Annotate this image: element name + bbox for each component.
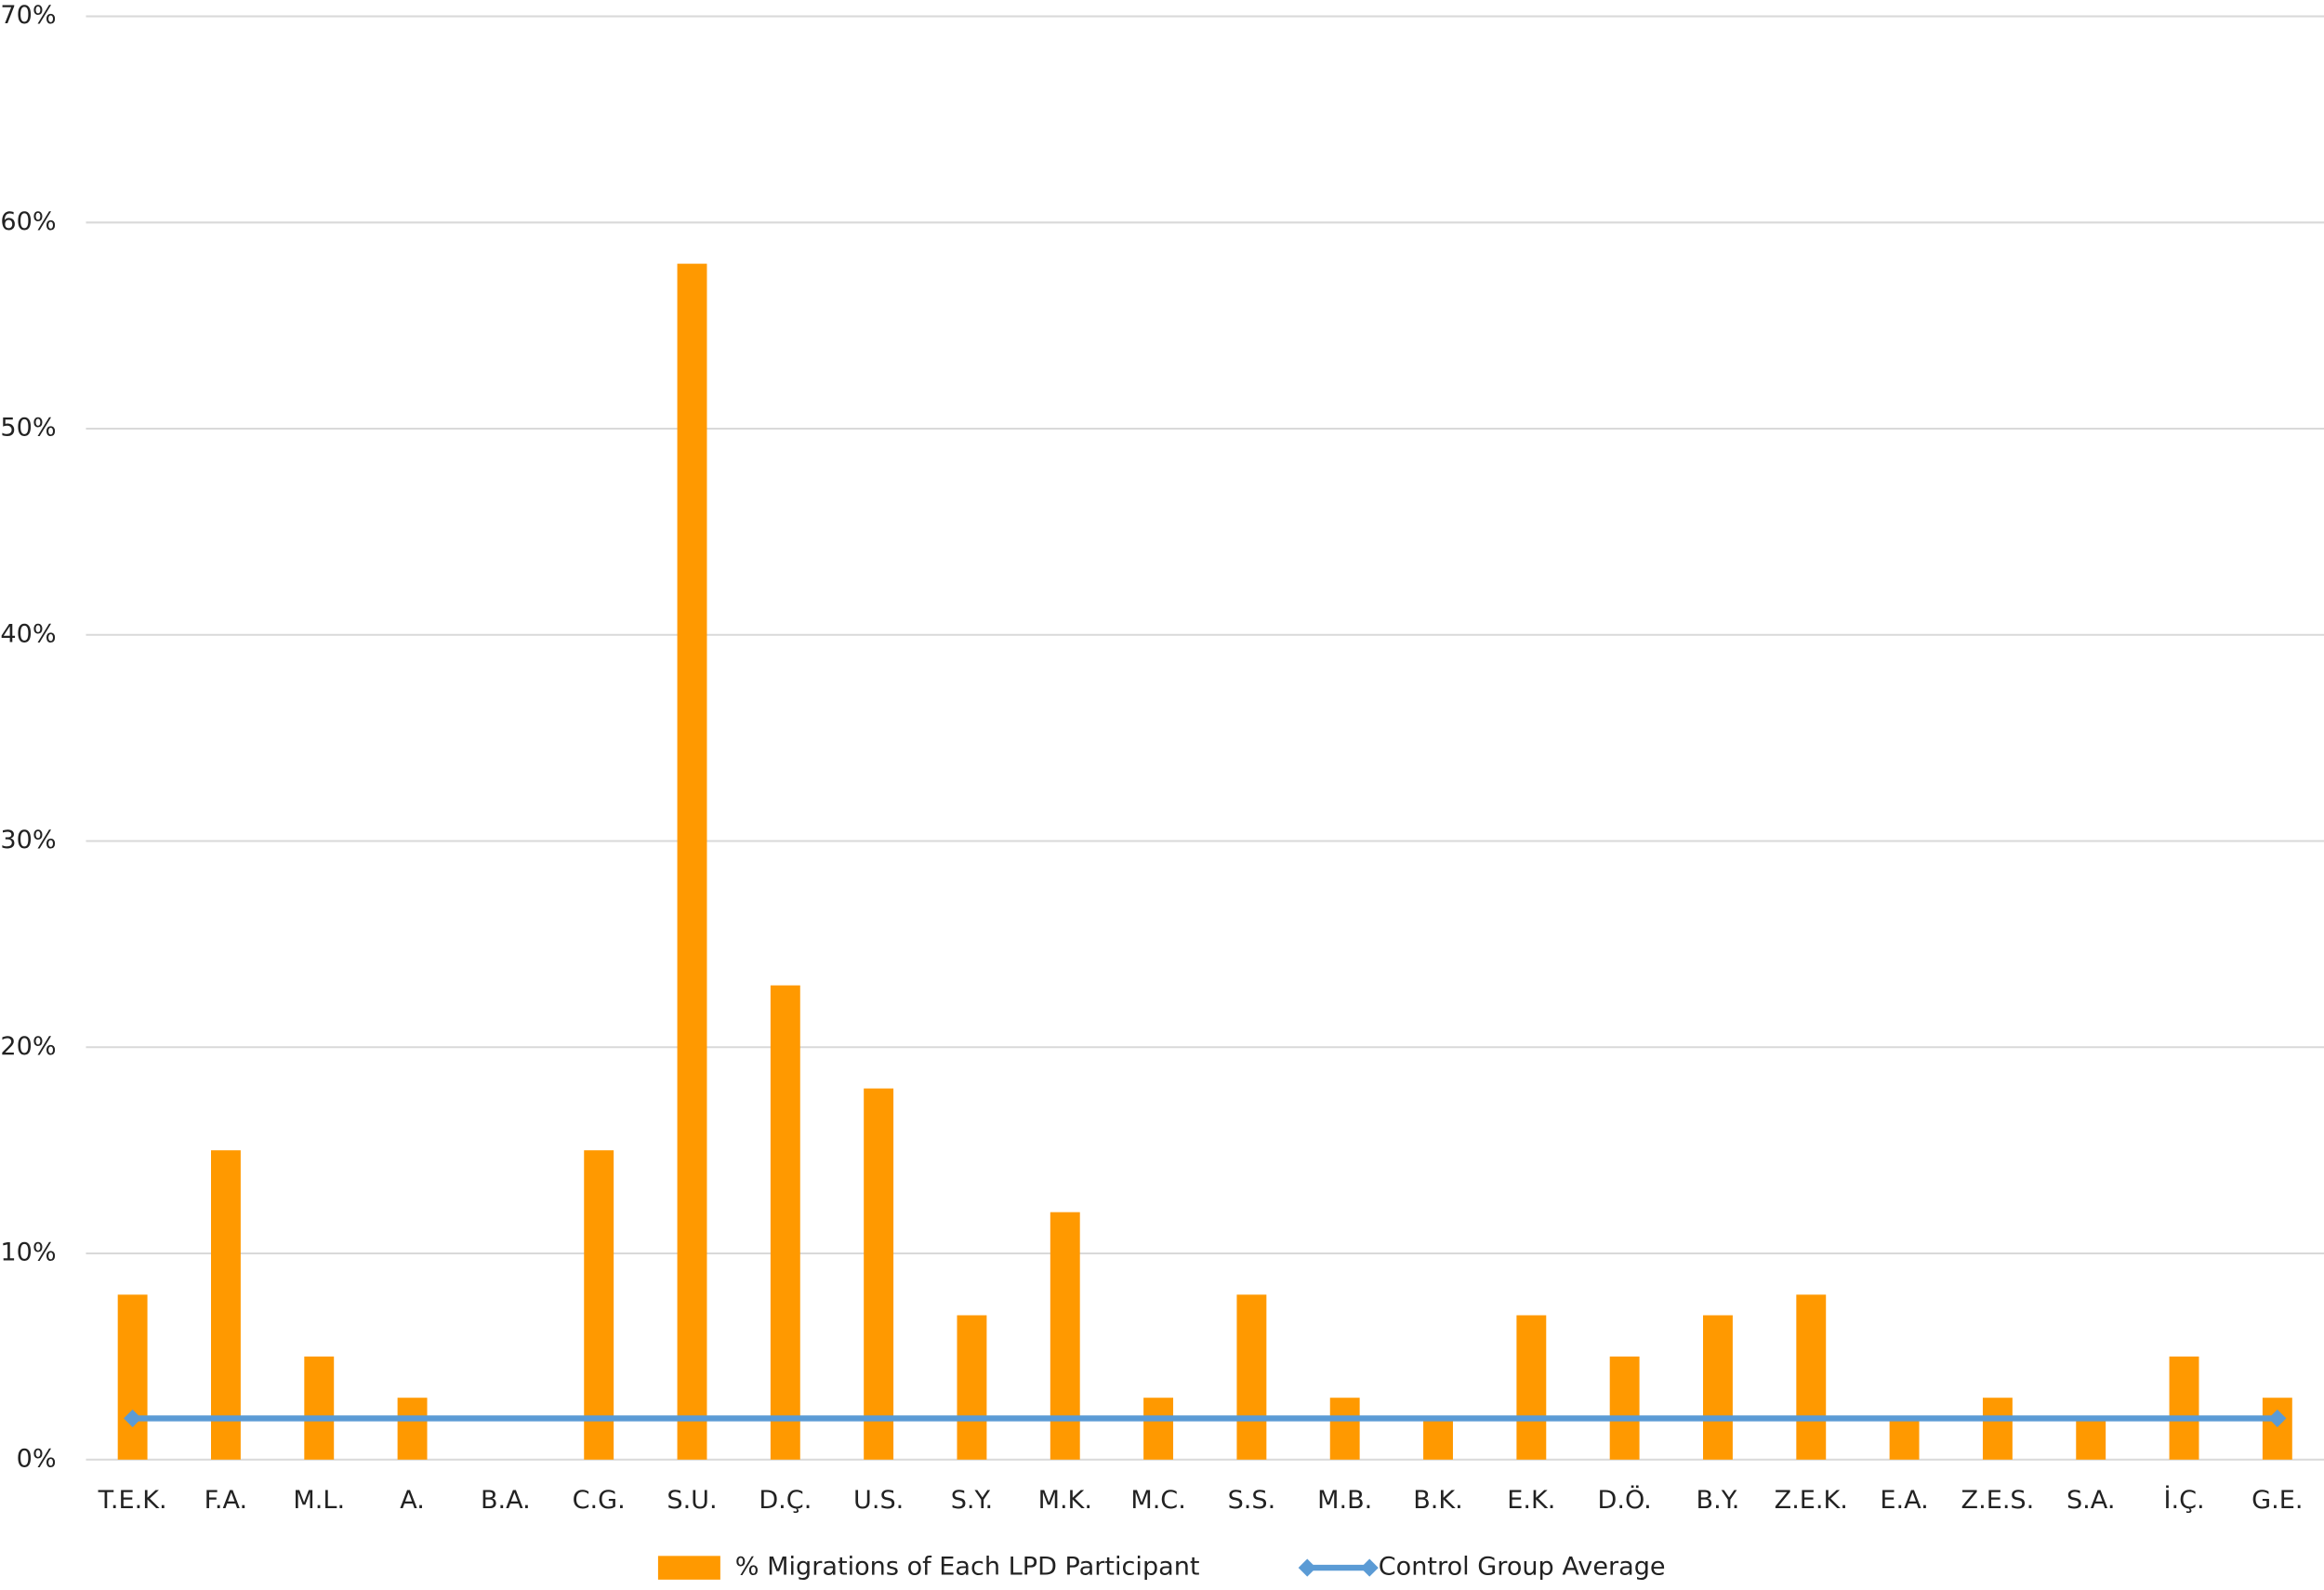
bar — [1423, 1418, 1453, 1460]
bar — [397, 1398, 428, 1460]
legend-marker — [1298, 1558, 1316, 1577]
legend-swatch — [657, 1556, 720, 1580]
bar — [1143, 1398, 1174, 1460]
bar — [957, 1315, 987, 1460]
bar — [1236, 1294, 1267, 1460]
legend-label: Control Group Average — [1379, 1553, 1666, 1582]
bar — [2169, 1356, 2199, 1460]
x-tick-label: U.S. — [853, 1486, 904, 1515]
x-tick-label: S.S. — [1228, 1486, 1276, 1515]
x-tick-label: Z.E.S. — [1961, 1486, 2035, 1515]
bar — [2076, 1418, 2106, 1460]
x-tick-label: G.E. — [2251, 1486, 2303, 1515]
x-tick-label: M.L. — [293, 1486, 345, 1515]
bar — [584, 1150, 614, 1460]
x-tick-label: E.K. — [1507, 1486, 1555, 1515]
x-tick-label: M.C. — [1130, 1486, 1186, 1515]
bar — [1889, 1418, 1920, 1460]
y-tick-label: 10% — [0, 1239, 56, 1267]
y-tick-label: 30% — [0, 826, 56, 855]
bar — [1516, 1315, 1547, 1460]
x-tick-label: S.Y. — [951, 1486, 993, 1515]
x-tick-label: B.A. — [481, 1486, 531, 1515]
x-tick-label: F.A. — [205, 1486, 248, 1515]
bar — [677, 263, 707, 1460]
x-tick-label: B.K. — [1413, 1486, 1463, 1515]
legend-label: % Migrations of Each LPD Participant — [735, 1553, 1200, 1582]
x-tick-label: E.A. — [1880, 1486, 1928, 1515]
marker — [2268, 1409, 2287, 1427]
x-tick-label: M.B. — [1317, 1486, 1372, 1515]
bar — [117, 1294, 148, 1460]
y-tick-label: 60% — [0, 207, 56, 236]
bar — [1796, 1294, 1827, 1460]
bar — [1329, 1398, 1360, 1460]
bar — [1982, 1398, 2013, 1460]
y-tick-label: 0% — [17, 1444, 57, 1473]
x-tick-label: B.Y. — [1697, 1486, 1740, 1515]
x-tick-label: D.Ç. — [759, 1486, 812, 1515]
y-tick-label: 70% — [0, 1, 56, 30]
bar — [304, 1356, 335, 1460]
x-tick-label: S.U. — [667, 1486, 717, 1515]
bar — [770, 985, 800, 1460]
bar — [1703, 1315, 1733, 1460]
y-tick-label: 50% — [0, 414, 56, 443]
x-tick-label: D.Ö. — [1598, 1485, 1652, 1515]
x-tick-label: C.G. — [573, 1486, 626, 1515]
legend-marker — [1360, 1558, 1379, 1577]
y-tick-label: 40% — [0, 619, 56, 648]
x-tick-label: A. — [400, 1486, 425, 1515]
bar — [1050, 1212, 1080, 1460]
x-tick-label: M.K. — [1038, 1486, 1092, 1515]
bar — [2262, 1398, 2292, 1460]
x-tick-label: T.E.K. — [98, 1486, 167, 1515]
marker — [124, 1409, 142, 1427]
bar — [211, 1150, 241, 1460]
bar — [864, 1088, 894, 1460]
x-tick-label: İ.Ç. — [2163, 1485, 2204, 1515]
x-tick-label: S.A. — [2067, 1486, 2115, 1515]
y-tick-label: 20% — [0, 1032, 56, 1061]
x-tick-label: Z.E.K. — [1775, 1486, 1848, 1515]
bar — [1609, 1356, 1640, 1460]
